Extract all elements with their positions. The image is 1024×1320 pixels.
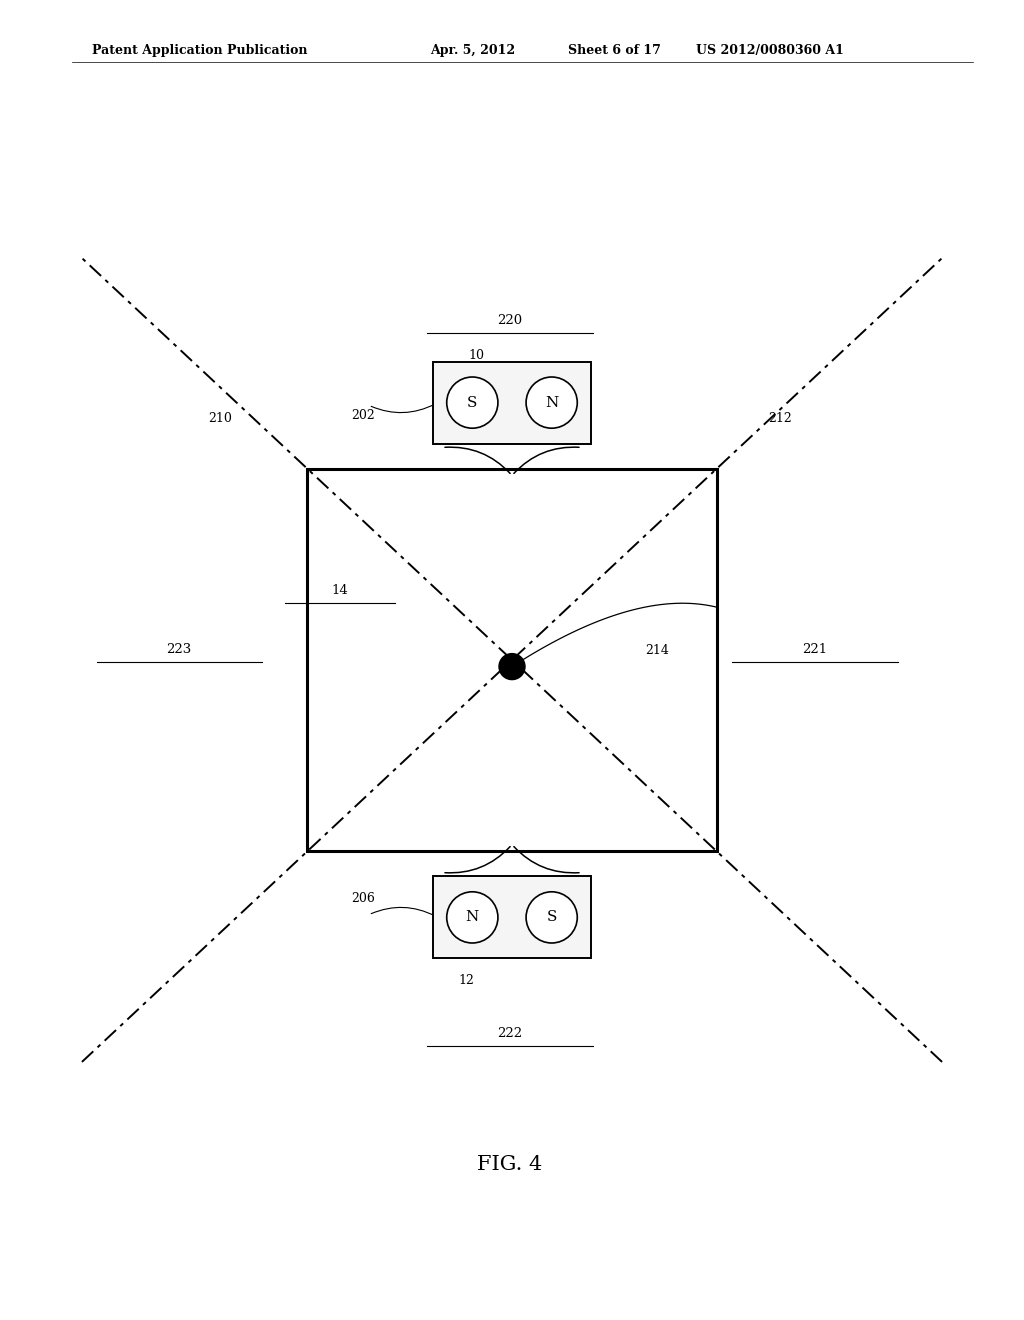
Text: US 2012/0080360 A1: US 2012/0080360 A1 [696,44,844,57]
Text: FIG. 4: FIG. 4 [477,1155,543,1173]
Text: 212: 212 [768,412,793,425]
Text: N: N [466,911,479,924]
Circle shape [499,653,525,680]
Text: Patent Application Publication: Patent Application Publication [92,44,307,57]
Text: S: S [467,396,477,409]
FancyBboxPatch shape [433,362,592,444]
Text: 214: 214 [645,644,670,657]
Text: Apr. 5, 2012: Apr. 5, 2012 [430,44,515,57]
Circle shape [526,378,578,428]
Text: 204: 204 [563,409,588,422]
FancyBboxPatch shape [433,876,592,958]
Text: 222: 222 [498,1027,522,1040]
Text: N: N [545,396,558,409]
Text: 12: 12 [458,974,474,987]
Bar [307,469,717,851]
Text: S: S [547,911,557,924]
Circle shape [446,892,498,942]
Text: 221: 221 [803,643,827,656]
Circle shape [526,892,578,942]
Text: 208: 208 [563,892,588,906]
Text: 14: 14 [332,583,348,597]
Text: 10: 10 [468,348,484,362]
Text: 202: 202 [351,409,376,422]
Text: 223: 223 [167,643,191,656]
Text: 206: 206 [351,892,376,906]
Circle shape [446,378,498,428]
Text: 220: 220 [498,314,522,327]
Text: 210: 210 [208,412,232,425]
Text: Sheet 6 of 17: Sheet 6 of 17 [568,44,662,57]
